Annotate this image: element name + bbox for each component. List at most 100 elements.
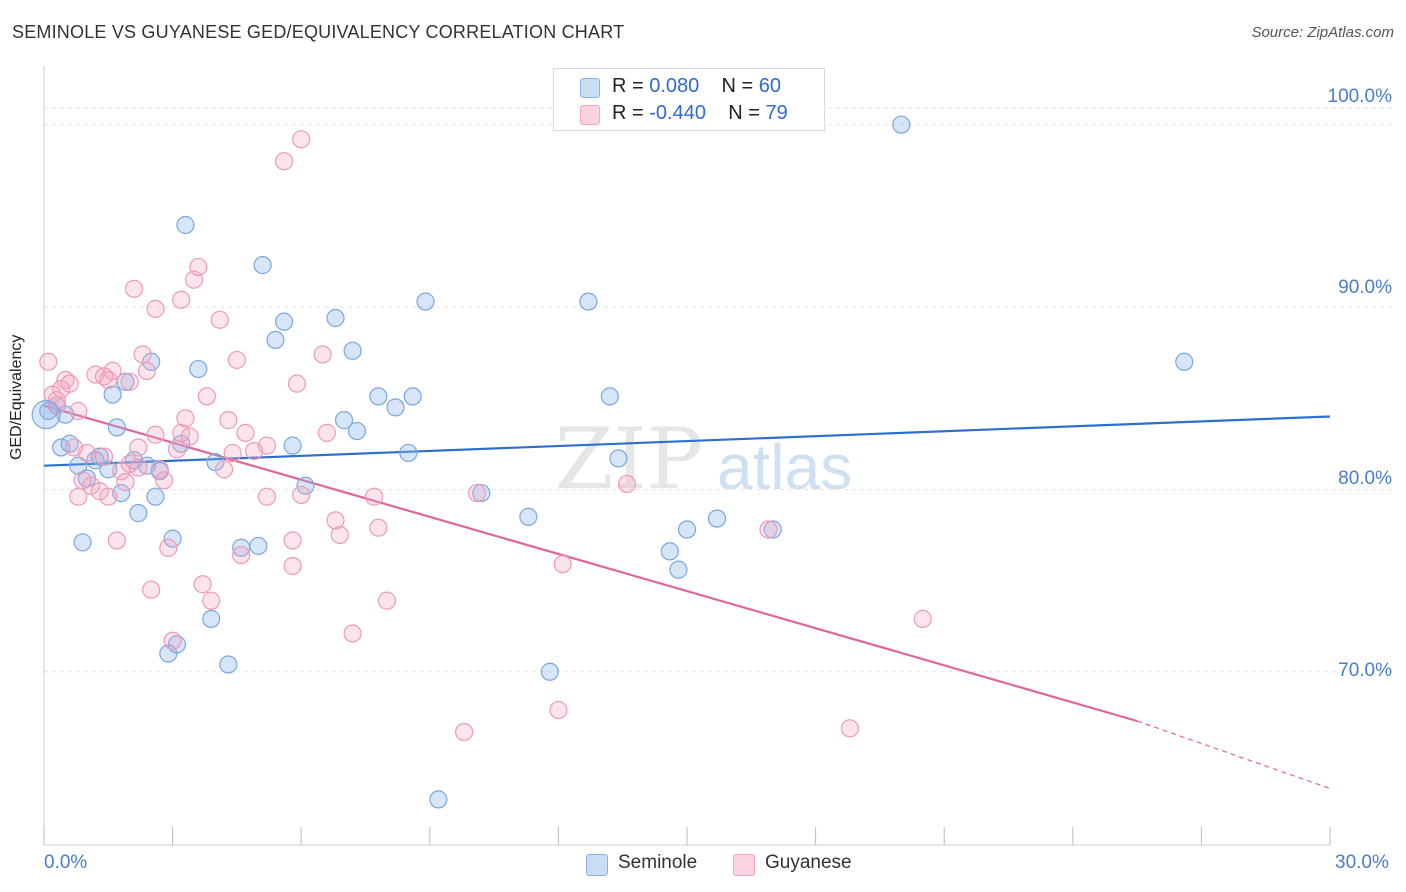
seminole-point [386,398,405,417]
guyanese-point [454,722,474,742]
seminole-point [202,609,221,628]
y-tick-label-90: 90.0% [1338,277,1392,298]
guyanese-n-value: 79 [765,102,788,124]
guyanese-n-label: N = [728,102,766,124]
guyanese-point [47,390,66,410]
guyanese-point [377,591,397,610]
x-tick-label-min: 0.0% [44,852,88,873]
seminole-trend-line [43,415,1331,467]
seminole-point [609,449,628,468]
guyanese-point [913,609,932,628]
guyanese-point [167,440,186,459]
guyanese-point [146,299,165,318]
guyanese-point [227,350,246,370]
watermark-atlas: atlas [717,431,853,503]
seminole-point [369,387,388,406]
seminole-point [249,536,268,556]
seminole-point [69,456,88,475]
seminole-point [677,520,697,539]
seminole-point [326,308,345,328]
guyanese-point [172,290,191,309]
seminole-point [107,418,126,437]
y-tick-label-70: 70.0% [1338,660,1392,681]
guyanese-point [137,361,156,380]
guyanese-point [283,556,302,576]
seminole-n-label: N = [721,75,759,97]
seminole-point [472,483,491,503]
guyanese-point [553,555,572,574]
guyanese-point [193,575,212,594]
seminole-point [129,504,148,523]
guyanese-legend-swatch [733,854,755,876]
guyanese-point [39,352,58,371]
seminole-point [146,487,165,506]
seminole-n-value: 60 [758,75,782,97]
guyanese-swatch [580,105,600,125]
seminole-point [253,256,272,275]
seminole-point [579,292,598,311]
y-tick-label-80: 80.0% [1338,468,1392,489]
guyanese-point [274,152,294,171]
seminole-point [707,509,727,528]
guyanese-point [313,345,332,364]
seminole-point [540,662,559,681]
seminole-point [266,330,285,349]
seminole-point [519,507,538,526]
seminole-point [73,533,92,552]
seminole-point [403,387,422,406]
seminole-point [189,359,208,379]
seminole-legend-swatch [586,854,608,876]
seminole-point [219,655,238,674]
seminole-point [283,436,302,455]
guyanese-point [129,438,148,457]
guyanese-point [223,443,242,463]
guyanese-point [219,411,238,430]
seminole-point [103,385,122,404]
seminole-point [163,529,182,548]
guyanese-point [283,531,302,550]
seminole-point [416,292,435,311]
guyanese-point [150,460,169,479]
guyanese-point [133,345,152,364]
source-label: Source: ZipAtlas.com [1251,24,1394,41]
guyanese-point [69,401,88,421]
seminole-r-label: R = [612,75,650,97]
guyanese-point [202,591,221,610]
guyanese-point [210,310,229,329]
guyanese-r-label: R = [612,102,650,124]
y-axis-label: GED/Equivalency [8,334,25,460]
seminole-point [343,341,362,360]
seminole-point [1175,352,1194,371]
seminole-point [669,560,688,579]
seminole-point [763,520,782,539]
guyanese-point [292,130,311,149]
guyanese-legend-label: Guyanese [765,852,852,873]
guyanese-point [617,474,637,494]
guyanese-point [94,367,114,386]
guyanese-point [197,387,216,406]
seminole-r-value: 0.080 [649,75,700,97]
seminole-swatch [580,78,600,98]
guyanese-point [154,471,174,490]
seminole-point [892,115,911,134]
guyanese-point [326,511,345,530]
guyanese-point [330,525,349,545]
seminole-point [296,476,315,495]
guyanese-point [364,487,384,506]
guyanese-point [232,545,251,565]
guyanese-point [176,409,195,428]
guyanese-point [60,374,79,393]
guyanese-point [124,279,144,298]
guyanese-trend-extension [1136,720,1331,790]
guyanese-point [257,487,277,506]
x-tick-label-max: 30.0% [1335,852,1389,873]
seminole-point-large [31,400,61,430]
seminole-point [274,312,294,331]
guyanese-point [236,423,255,442]
stats-legend: R = 0.080 N = 60 R = -0.440 N = 79 [553,68,825,131]
guyanese-point [142,580,161,599]
seminole-point [399,443,418,463]
seminole-point [176,215,195,235]
guyanese-point [549,700,568,720]
